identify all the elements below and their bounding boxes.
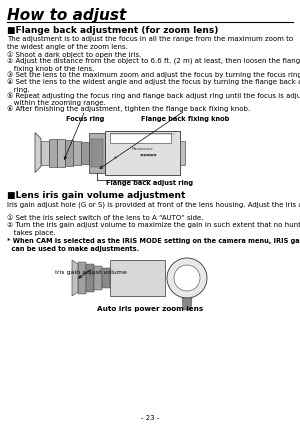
Bar — [65, 139, 73, 165]
Circle shape — [167, 258, 207, 298]
Bar — [81, 141, 89, 164]
Bar — [57, 138, 65, 167]
Bar — [105, 130, 180, 175]
Text: ■Flange back adjustment (for zoom lens): ■Flange back adjustment (for zoom lens) — [7, 26, 218, 35]
Text: ■Lens iris gain volume adjustment: ■Lens iris gain volume adjustment — [7, 192, 185, 201]
Bar — [73, 141, 81, 164]
Bar — [91, 138, 103, 167]
Text: Auto iris power zoom lens: Auto iris power zoom lens — [97, 306, 203, 312]
Text: ⑤ Repeat adjusting the focus ring and flange back adjust ring until the focus is: ⑤ Repeat adjusting the focus ring and fl… — [7, 92, 300, 106]
Text: - 23 -: - 23 - — [141, 415, 159, 421]
Polygon shape — [35, 132, 41, 173]
Text: +: + — [112, 155, 117, 160]
Text: Focus ring: Focus ring — [66, 116, 104, 123]
Polygon shape — [72, 260, 78, 296]
Text: ① Shoot a dark object to open the iris.: ① Shoot a dark object to open the iris. — [7, 51, 141, 58]
Bar — [78, 262, 86, 294]
Circle shape — [174, 265, 200, 291]
Text: Flange back fixing knob: Flange back fixing knob — [141, 116, 229, 123]
Bar — [110, 260, 165, 296]
Bar — [180, 141, 185, 164]
Bar — [110, 132, 171, 143]
Bar — [86, 264, 94, 292]
Text: ② Adjust the distance from the object to 6.6 ft. (2 m) at least, then loosen the: ② Adjust the distance from the object to… — [7, 58, 300, 72]
Text: ④ Set the lens to the widest angle and adjust the focus by turning the flange ba: ④ Set the lens to the widest angle and a… — [7, 78, 300, 93]
Polygon shape — [182, 298, 192, 310]
Bar — [102, 268, 110, 288]
Text: How to adjust: How to adjust — [7, 8, 126, 23]
Text: * When CAM is selected as the IRIS MODE setting on the camera menu, IRIS gain on: * When CAM is selected as the IRIS MODE … — [7, 238, 300, 252]
Text: ■■■■■: ■■■■■ — [129, 153, 156, 156]
Bar — [41, 141, 49, 164]
Text: Iris gain adjust hole (G or S) is provided at front of the lens housing. Adjust : Iris gain adjust hole (G or S) is provid… — [7, 201, 300, 208]
Text: Flange back adjust ring: Flange back adjust ring — [106, 179, 194, 185]
Bar — [94, 266, 102, 290]
Text: The adjustment is to adjust the focus in all the range from the maximum zoom to : The adjustment is to adjust the focus in… — [7, 36, 293, 50]
Text: ⑥ After finishing the adjustment, tighten the flange back fixing knob.: ⑥ After finishing the adjustment, tighte… — [7, 106, 250, 112]
Text: Panasonic: Panasonic — [132, 147, 153, 150]
Text: Iris gain adjust volume: Iris gain adjust volume — [55, 270, 127, 275]
Bar — [89, 132, 105, 173]
Text: ① Set the iris select switch of the lens to A “AUTO” side.: ① Set the iris select switch of the lens… — [7, 216, 203, 222]
Text: ② Turn the iris gain adjust volume to maximize the gain in such extent that no h: ② Turn the iris gain adjust volume to ma… — [7, 222, 300, 236]
Text: ③ Set the lens to the maximum zoom and adjust the focus by turning the focus rin: ③ Set the lens to the maximum zoom and a… — [7, 72, 300, 78]
Bar — [49, 138, 57, 167]
